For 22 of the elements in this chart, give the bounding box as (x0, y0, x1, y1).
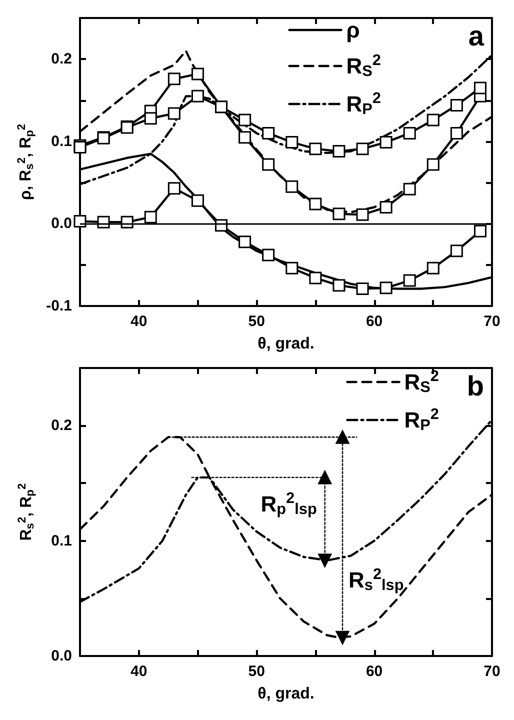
x-tick-label: 50 (248, 313, 265, 330)
y-tick-label: 0.2 (51, 50, 72, 68)
x-axis-title: θ, grad. (258, 686, 314, 702)
y-tick-label: 0.1 (51, 532, 72, 550)
x-tick-label: 50 (248, 663, 265, 680)
y-tick-label: 0.0 (51, 215, 72, 232)
y-tick-label: -0.1 (46, 298, 72, 314)
x-tick-label: 70 (484, 313, 500, 330)
y-tick-label: 0.2 (51, 417, 72, 434)
y-tick-label: 0.0 (51, 648, 72, 664)
annotation: a (468, 20, 484, 52)
y-axis-title: ρ, Rs2, Rp2 (16, 124, 36, 200)
x-tick-label: 40 (130, 663, 148, 680)
x-axis-title: θ, grad. (258, 336, 314, 352)
x-tick-label: 40 (130, 313, 148, 330)
y-tick-label: 0.1 (51, 132, 72, 150)
x-tick-label: 70 (484, 663, 500, 680)
y-axis-title: Rs2, Rp2 (16, 483, 36, 541)
x-tick-label: 60 (366, 313, 383, 330)
legend-label: ρ (346, 18, 360, 42)
x-tick-label: 60 (366, 663, 383, 680)
annotation: b (466, 370, 484, 402)
